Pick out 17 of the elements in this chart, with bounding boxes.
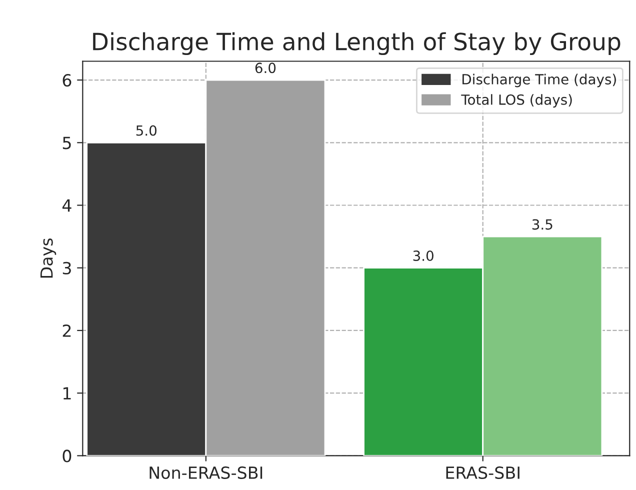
y-tick-label: 2 (62, 324, 71, 337)
legend-label: Discharge Time (days) (462, 74, 616, 88)
data-label: 3.0 (413, 250, 434, 262)
y-tick-label: 1 (63, 387, 71, 400)
y-axis-title: Days (40, 238, 56, 278)
legend-label: Total LOS (days) (461, 94, 572, 108)
y-tick-label: 6 (62, 74, 72, 87)
x-tick-label: ERAS-SBI (446, 466, 520, 480)
y-tick-label: 4 (62, 199, 72, 212)
y-tick-label: 0 (62, 450, 72, 462)
data-label: 3.5 (532, 219, 552, 230)
y-tick-label: 3 (62, 262, 71, 274)
chart-title: Discharge Time and Length of Stay by Group (93, 32, 620, 56)
x-tick-label: Non-ERAS-SBI (150, 466, 262, 480)
y-tick-label: 5 (62, 136, 71, 150)
data-label: 6.0 (255, 62, 276, 74)
data-label: 5.0 (136, 125, 156, 136)
